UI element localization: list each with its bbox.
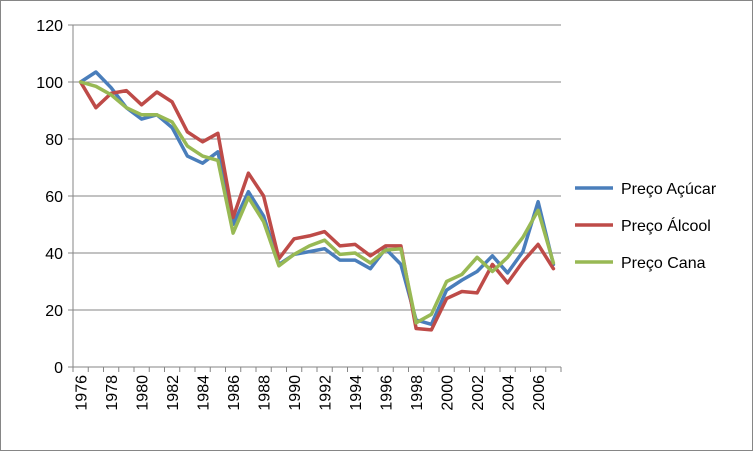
legend-label: Preço Cana — [621, 255, 706, 272]
x-tick-label: 1996 — [379, 375, 396, 411]
x-tick-label: 1980 — [135, 375, 152, 411]
x-tick-label: 2000 — [440, 375, 457, 411]
y-tick-label: 0 — [54, 360, 63, 377]
legend-label: Preço Açúcar — [621, 181, 717, 198]
x-tick-label: 1988 — [257, 375, 274, 411]
x-tick-label: 1978 — [104, 375, 121, 411]
x-tick-label: 1976 — [74, 375, 91, 411]
legend: Preço Açúcar Preço Álcool Preço Cana — [575, 181, 717, 272]
y-tick-label: 60 — [45, 189, 63, 206]
gridlines — [73, 24, 561, 311]
x-tick-label: 1986 — [226, 375, 243, 411]
x-tick-label: 1984 — [196, 375, 213, 411]
x-tick-label: 2004 — [501, 375, 518, 411]
y-tick-label: 120 — [36, 18, 63, 35]
series-line-2 — [78, 80, 556, 325]
x-tick-label: 1994 — [348, 375, 365, 411]
y-tick-label: 40 — [45, 246, 63, 263]
y-tick-label: 80 — [45, 132, 63, 149]
legend-label: Preço Álcool — [621, 216, 711, 235]
x-tick-label: 1982 — [165, 375, 182, 411]
y-tick-label: 20 — [45, 303, 63, 320]
y-tick-label: 100 — [36, 75, 63, 92]
x-tick-label: 2006 — [531, 375, 548, 411]
x-tick-label: 2002 — [470, 375, 487, 411]
x-tick-label: 1992 — [318, 375, 335, 411]
axes: 0 20 40 60 80 100 120 1976 1978 1980 1982 1984 1986 1… — [36, 18, 562, 411]
series-line-1 — [78, 80, 556, 332]
x-tick-label: 1990 — [287, 375, 304, 411]
series-lines — [78, 70, 556, 332]
x-tick-label: 1998 — [409, 375, 426, 411]
